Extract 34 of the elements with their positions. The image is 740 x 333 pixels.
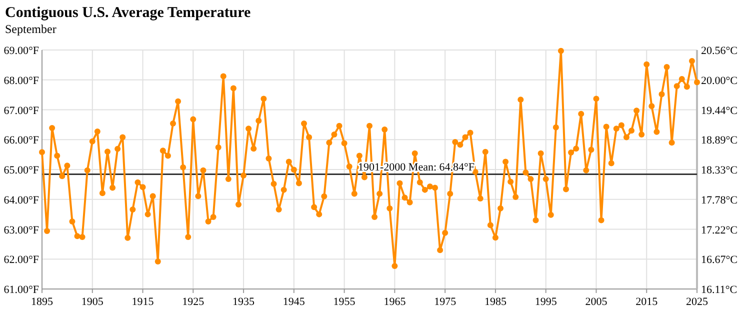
y2-tick-label: 17.78°C [701,194,738,206]
y2-tick-label: 18.33°C [701,164,738,177]
y2-tick-label: 20.56°C [701,45,738,57]
y2-tick-label: 19.44°C [701,104,738,117]
x-tick-label: 1975 [434,296,457,308]
x-tick-label: 1995 [534,296,558,308]
x-tick-label: 1945 [282,296,306,308]
y2-tick-label: 18.89°C [701,134,738,147]
y2-tick-label: 16.11°C [701,284,738,296]
y-tick-label: 64.00°F [4,194,39,206]
y2-tick-label: 17.22°C [701,224,738,236]
y-tick-label: 61.00°F [4,284,39,296]
x-tick-label: 1955 [333,296,356,308]
x-tick-label: 1915 [132,296,154,308]
y2-tick-label: 20.00°C [701,74,738,87]
x-tick-label: 1925 [182,296,205,308]
y-tick-label: 67.00°F [4,104,39,117]
y-tick-label: 69.00°F [4,45,39,57]
chart-subtitle: September [5,22,56,36]
x-tick-label: 1985 [484,296,507,308]
x-tick-label: 2005 [585,296,608,308]
y2-tick-label: 16.67°C [701,254,738,266]
x-tick-label: 1895 [31,296,54,308]
x-tick-label: 2025 [686,296,708,308]
y-tick-label: 65.00°F [4,164,39,176]
x-tick-label: 1935 [232,296,256,308]
y-tick-label: 63.00°F [4,224,39,236]
chart-title: Contiguous U.S. Average Temperature [5,5,252,21]
y-tick-label: 68.00°F [4,74,39,87]
x-tick-label: 2015 [636,296,658,308]
y-tick-label: 66.00°F [4,134,39,147]
x-tick-label: 1905 [81,296,104,308]
y-tick-label: 62.00°F [4,254,39,266]
x-tick-label: 1965 [384,296,406,308]
